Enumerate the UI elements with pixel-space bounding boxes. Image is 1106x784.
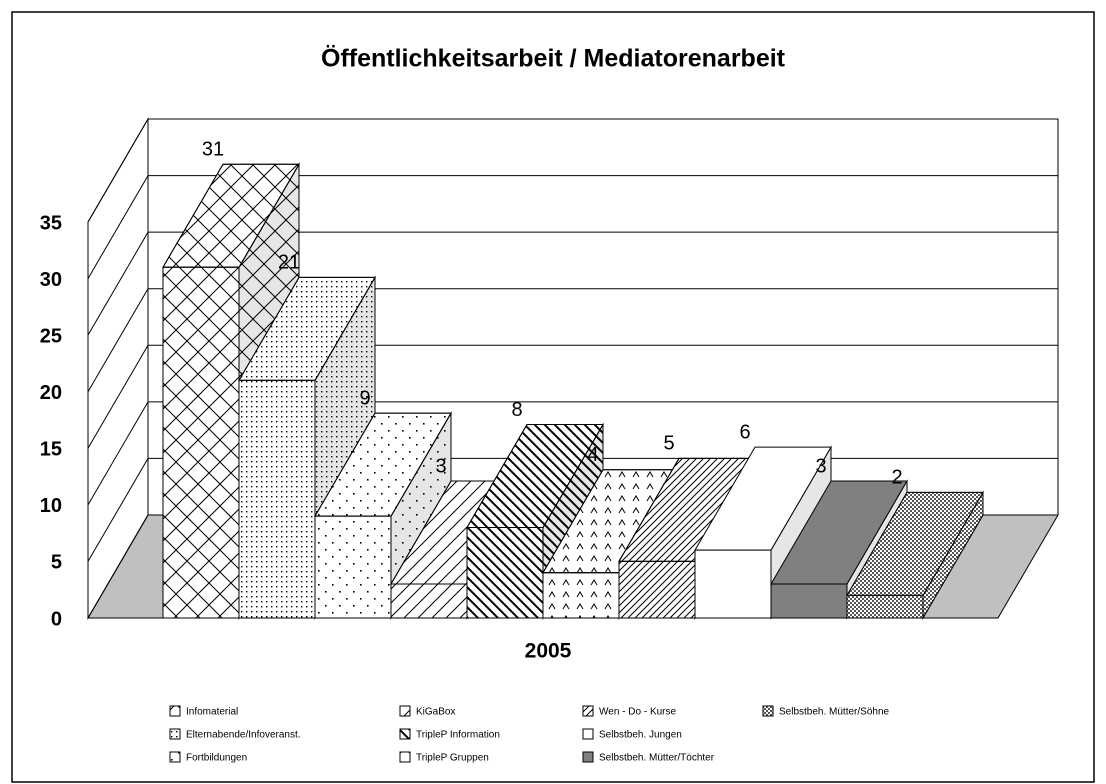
- bar-front: [390, 583, 468, 619]
- data-label: 6: [739, 421, 750, 443]
- grid-line: [87, 401, 1058, 506]
- x-tick-label: 2005: [525, 640, 572, 663]
- data-label: 31: [202, 139, 224, 161]
- y-tick-label: 20: [40, 382, 62, 404]
- legend-swatch: [582, 751, 594, 763]
- legend-swatch: [169, 728, 181, 740]
- data-label: 3: [435, 455, 446, 477]
- legend-swatch: [399, 705, 411, 717]
- grid-line: [87, 118, 1058, 223]
- chart-title: Öffentlichkeitsarbeit / Mediatorenarbeit: [321, 44, 786, 73]
- legend-swatch: [582, 705, 594, 717]
- legend-label: KiGaBox: [416, 707, 455, 718]
- bar-front: [238, 379, 316, 619]
- bar-front: [694, 549, 772, 619]
- legend-swatch: [169, 705, 181, 717]
- data-label: 2: [891, 467, 902, 489]
- bar-front: [466, 526, 544, 619]
- data-label: 5: [663, 433, 674, 455]
- data-label: 3: [815, 455, 826, 477]
- y-tick-label: 15: [40, 439, 62, 461]
- legend-label: Selbstbeh. Mütter/Söhne: [779, 707, 890, 718]
- legend-swatch: [399, 728, 411, 740]
- legend-swatch: [762, 705, 774, 717]
- legend-label: TripleP Gruppen: [416, 753, 489, 764]
- grid-line: [87, 344, 1058, 449]
- bar-front: [542, 572, 620, 619]
- grid-line: [87, 231, 1058, 336]
- legend-label: Selbstbeh. Mütter/Töchter: [599, 753, 715, 764]
- grid-line: [87, 175, 1058, 279]
- legend-label: Fortbildungen: [186, 753, 247, 764]
- legend-label: TripleP Information: [416, 730, 500, 741]
- y-tick-label: 0: [51, 608, 62, 630]
- grid-line: [87, 288, 1058, 392]
- y-tick-label: 5: [51, 552, 62, 574]
- bar-front: [162, 266, 240, 619]
- data-label: 8: [511, 399, 522, 421]
- bar-front: [618, 560, 696, 619]
- legend-label: Infomaterial: [186, 707, 238, 718]
- legend-swatch: [169, 751, 181, 763]
- data-label: 9: [359, 387, 370, 409]
- legend-swatch: [399, 751, 411, 763]
- legend-label: Selbstbeh. Jungen: [599, 730, 682, 741]
- legend-swatch: [582, 728, 594, 740]
- y-tick-label: 30: [40, 269, 62, 291]
- bar-front: [770, 583, 848, 619]
- bar-front: [846, 594, 924, 619]
- y-tick-label: 10: [40, 495, 62, 517]
- data-label: 4: [587, 444, 598, 466]
- data-label: 21: [278, 252, 300, 274]
- legend-label: Elternabende/Infoveranst.: [186, 730, 301, 741]
- y-tick-label: 35: [40, 212, 62, 234]
- bar-front: [314, 515, 392, 619]
- legend-label: Wen - Do - Kurse: [599, 707, 676, 718]
- bar: [846, 490, 984, 620]
- y-tick-label: 25: [40, 325, 62, 347]
